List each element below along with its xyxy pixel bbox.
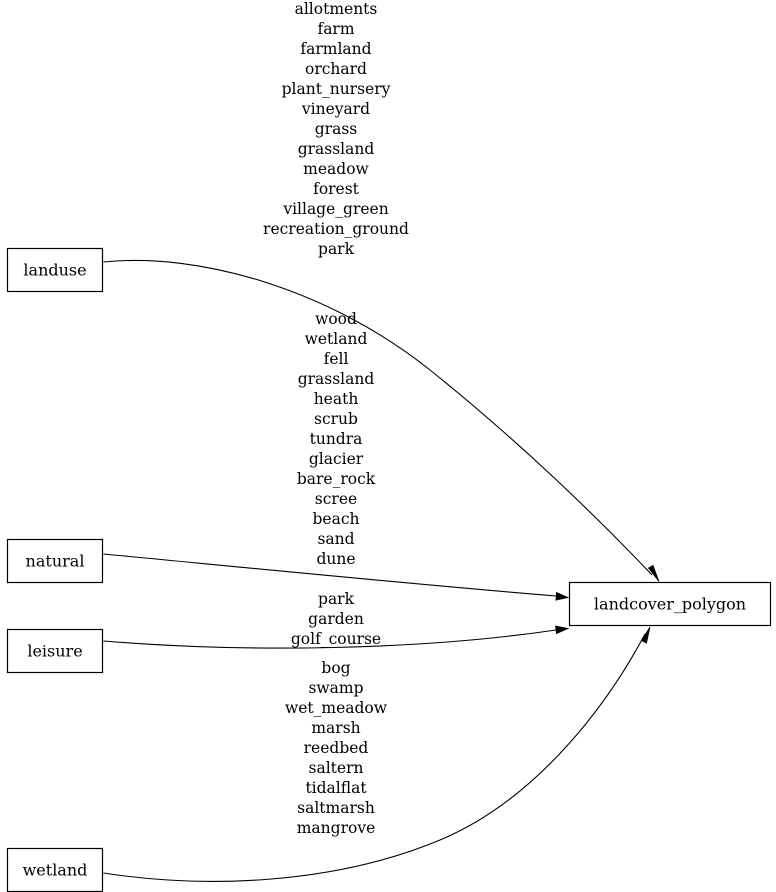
edge-path-leisure [103,629,557,649]
edge-label-natural-scrub: scrub [314,410,358,428]
edge-label-wetland-saltmarsh: saltmarsh [297,799,375,817]
edge-path-natural [103,553,557,597]
edge-label-leisure-garden: garden [308,610,364,628]
edge-label-wetland-marsh: marsh [311,719,360,737]
node-landcover-polygon-box[interactable] [568,581,772,627]
node-landcover-polygon-label: landcover_polygon [594,595,746,614]
node-natural-label: natural [26,552,85,571]
edge-label-block-leisure: park garden golf_course [291,590,381,648]
node-landuse-box[interactable] [6,247,104,293]
edge-label-natural-glacier: glacier [309,450,364,468]
edge-label-wetland-swamp: swamp [308,679,363,697]
node-natural-box[interactable] [6,538,104,584]
edge-label-landuse-plant_nursery: plant_nursery [282,80,391,98]
node-wetland-box[interactable] [6,847,104,892]
edge-label-natural-dune: dune [316,550,355,568]
edge-label-landuse-farm: farm [317,20,354,38]
edge-label-wetland-reedbed: reedbed [304,739,369,757]
node-leisure-label: leisure [27,642,82,661]
edge-label-natural-heath: heath [314,390,359,408]
edge-label-wetland-wet_meadow: wet_meadow [285,699,388,717]
edge-label-block-landuse: allotments farm farmland orchard plant_nurse… [263,0,409,258]
edge-label-landuse-allotments: allotments [295,0,378,18]
node-leisure-box[interactable] [6,628,104,674]
node-natural[interactable]: natural [6,538,104,584]
edge-label-natural-bare_rock: bare_rock [297,470,376,488]
edge-label-landuse-farmland: farmland [300,40,371,58]
edge-label-natural-scree: scree [315,490,357,508]
edge-label-wetland-saltern: saltern [309,759,364,777]
node-wetland-label: wetland [23,861,88,880]
edge-leisure-to-landcover-polygon [103,625,570,649]
edge-label-natural-fell: fell [324,350,349,368]
edge-label-natural-sand: sand [317,530,354,548]
edge-label-natural-beach: beach [313,510,360,528]
node-landuse[interactable]: landuse [6,247,104,293]
node-landcover-polygon[interactable]: landcover_polygon [568,581,772,627]
edge-label-wetland-bog: bog [321,659,350,677]
edge-path-wetland [103,633,646,882]
edge-label-landuse-vineyard: vineyard [301,100,370,118]
edge-label-landuse-recreation_ground: recreation_ground [263,220,409,238]
node-leisure[interactable]: leisure [6,628,104,674]
edge-landuse-to-landcover-polygon [103,259,660,582]
edge-label-landuse-grassland: grassland [298,140,375,158]
edge-label-natural-wetland: wetland [305,330,368,348]
edge-label-landuse-village_green: village_green [282,200,388,218]
edge-label-wetland-tidalflat: tidalflat [305,779,367,797]
edge-label-landuse-meadow: meadow [303,160,369,178]
edge-path-landuse [103,259,653,576]
arrowhead-leisure [555,625,570,635]
edge-label-natural-grassland: grassland [298,370,375,388]
edge-wetland-to-landcover-polygon [103,626,651,882]
edge-label-landuse-park: park [318,240,355,258]
arrowhead-landuse [647,564,660,582]
edge-label-leisure-golf_course: golf_course [291,630,381,648]
node-wetland[interactable]: wetland [6,847,104,892]
edge-label-landuse-orchard: orchard [305,60,367,78]
edge-label-leisure-park: park [318,590,355,608]
edge-label-block-natural: wood wetland fell grassland heath scrub tundra… [297,310,376,568]
edge-label-natural-wood: wood [315,310,357,328]
edge-label-landuse-grass: grass [315,120,358,138]
arrowhead-natural [555,591,570,601]
edge-label-landuse-forest: forest [313,180,360,198]
edge-label-wetland-mangrove: mangrove [297,819,376,837]
node-landuse-label: landuse [23,261,86,280]
edge-label-natural-tundra: tundra [310,430,363,448]
arrowhead-wetland [640,626,651,644]
edge-natural-to-landcover-polygon [103,553,570,601]
